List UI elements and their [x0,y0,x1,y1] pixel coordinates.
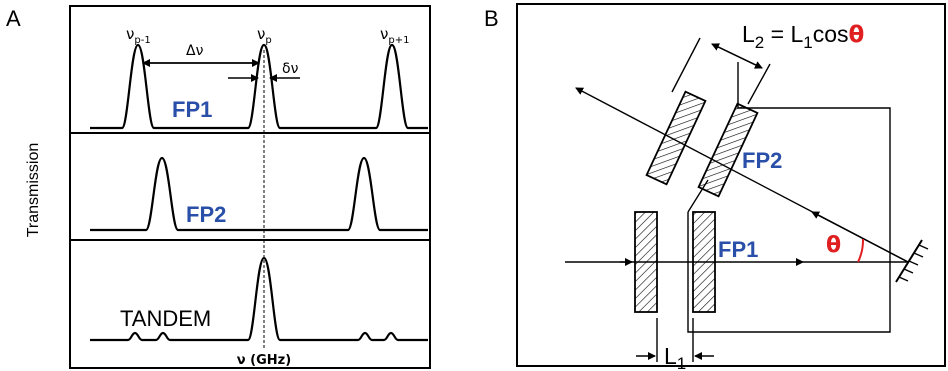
panel-a-frame [69,5,431,369]
l2-extension-left [671,37,701,93]
label-nu-p-plus-1: νp+1 [380,25,409,46]
label-theta: θ [826,233,841,258]
fp2-plate-right [697,102,759,198]
mirror-hatch [898,244,929,282]
fp1-transmission-curve [90,43,428,130]
panel-a-letter: A [6,6,21,31]
panel-b-frame [516,3,946,367]
fp1-plate-left [634,211,658,313]
tandem-transmission-curve [90,256,428,342]
label-tandem: TANDEM [120,306,211,331]
l2-arrow-left [711,43,763,69]
optical-box-outline [687,62,891,333]
panel-b-letter: B [484,6,499,31]
label-nu-p-minus-1: νp-1 [126,25,151,46]
l2-extension-right [747,63,771,105]
label-nu-p: νp [257,25,272,46]
x-axis-label: ν (GHz) [237,353,291,368]
theta-arc [857,238,865,263]
label-b-fp1: FP1 [718,237,758,262]
label-small-delta-nu: δν [282,61,299,77]
fp2-plate-left [645,90,707,186]
fp1-plate-right [692,211,716,313]
label-fp2: FP2 [186,202,226,227]
label-fp1: FP1 [172,97,212,122]
l1-label: L1 [664,343,686,371]
label-delta-nu: Δν [186,43,204,59]
y-axis-label: Transmission [25,143,42,238]
fp2-transmission-curve [90,156,428,232]
label-b-fp2: FP2 [742,148,782,173]
l2-equation: L2 = L1cosθ [742,21,864,52]
reflected-beam-arrow [811,211,909,263]
